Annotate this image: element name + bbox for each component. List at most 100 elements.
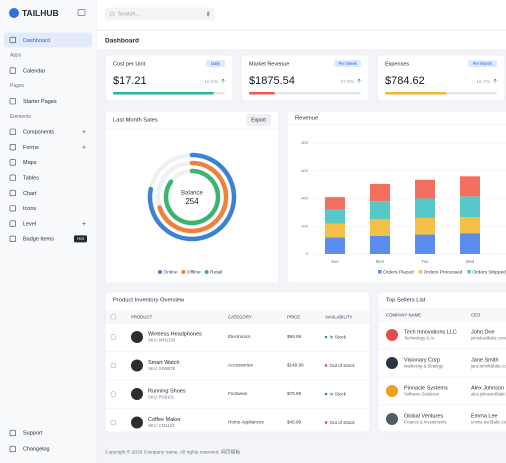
- legend-label: Offline: [187, 270, 201, 276]
- status-dot: [324, 392, 328, 396]
- nav-footer-item[interactable]: Changelog: [23, 446, 50, 452]
- card-change: 27.5%: [340, 79, 354, 85]
- product-image: [131, 416, 143, 429]
- card-title: Product Inventory Overview: [113, 298, 185, 304]
- card-title: Market Revenue: [249, 61, 289, 67]
- nav-item[interactable]: Maps: [23, 160, 37, 166]
- table-header: [378, 308, 506, 322]
- progress-track: [249, 92, 361, 95]
- sidebar-toggle[interactable]: [77, 9, 86, 16]
- checkbox: [110, 314, 116, 320]
- product-category: Electronics: [228, 334, 251, 339]
- product-category: Accessories: [228, 363, 253, 368]
- page-title: Dashboard: [105, 38, 139, 45]
- nav-item[interactable]: Components: [23, 130, 54, 136]
- status-dot: [324, 364, 328, 367]
- ceo-name: Emma Lee: [471, 413, 498, 419]
- y-tick-label: 400: [301, 196, 308, 201]
- card-change: 16.7%: [476, 79, 490, 85]
- x-tick-label: Tue: [421, 259, 429, 264]
- checkbox[interactable]: [110, 363, 116, 369]
- bar-segment: [415, 179, 435, 199]
- subheader: [97, 31, 506, 50]
- card-title: Revenue: [295, 116, 318, 122]
- nav-icon: [9, 159, 16, 166]
- column-header: PRICE: [287, 314, 300, 319]
- nav-item[interactable]: Icons: [23, 206, 36, 212]
- ring-arc: [157, 160, 229, 234]
- period-badge: [467, 60, 497, 67]
- mic-icon: [207, 11, 210, 17]
- table-header: [105, 310, 370, 324]
- status-dot: [324, 335, 328, 339]
- legend-dot: [204, 270, 209, 274]
- nav-heading: Elements: [10, 114, 31, 120]
- checkbox[interactable]: [110, 391, 116, 397]
- nav-footer-item[interactable]: Support: [23, 430, 43, 436]
- nav-icon: [9, 189, 16, 197]
- change-arrow: [493, 78, 496, 81]
- footer-text: Copyright © 2026 Company name. All right…: [105, 448, 240, 455]
- change-arrow: [221, 78, 224, 81]
- checkbox[interactable]: [110, 334, 116, 340]
- nav-icon: [9, 235, 16, 243]
- ceo-email: jane.smith@abc.com: [470, 364, 506, 369]
- column-header: CEO: [471, 312, 481, 317]
- nav-icon: [9, 445, 16, 453]
- nav-icon: [9, 174, 16, 181]
- column-header: AVAILABILITY: [325, 314, 353, 319]
- export-button[interactable]: [246, 114, 271, 126]
- product-name: Running Shoes: [148, 388, 186, 394]
- product-name: Smart Watch: [148, 360, 180, 366]
- company-name: Pinnacle Systems: [404, 385, 448, 391]
- bar-segment: [460, 196, 480, 218]
- product-price: $49.99: [287, 420, 301, 425]
- ring-arc: [147, 152, 237, 242]
- period-badge-text: Daily: [211, 61, 221, 66]
- nav-item[interactable]: Dashboard: [23, 38, 50, 44]
- company-sector: Software Solutions: [404, 392, 439, 397]
- y-tick-label: 800: [301, 140, 308, 145]
- bar-segment: [415, 198, 435, 218]
- period-badge: [206, 60, 225, 67]
- nav-icon: [9, 144, 16, 151]
- y-tick-label: 0: [306, 251, 309, 256]
- product-category: Home Appliances: [228, 420, 264, 425]
- export-label[interactable]: Export: [251, 118, 266, 124]
- company-logo: [386, 357, 398, 369]
- product-price: $99.99: [287, 334, 301, 339]
- nav-item[interactable]: Badge Items: [23, 237, 54, 243]
- period-badge-text: Per Month: [473, 61, 493, 66]
- nav-item[interactable]: Starter Pages: [23, 99, 57, 105]
- ceo-name: Jane Smith: [471, 357, 499, 363]
- nav-item[interactable]: Level: [23, 221, 36, 227]
- card-title: Top Sellers List: [386, 298, 426, 304]
- search-placeholder: Search...: [118, 12, 140, 18]
- center-label: Balance: [181, 191, 203, 197]
- y-tick-label: 600: [301, 168, 308, 173]
- nav-active: [4, 32, 92, 48]
- product-image: [131, 359, 143, 372]
- ceo-name: Alex Johnson: [471, 385, 504, 391]
- legend-label: Retail: [210, 270, 222, 276]
- checkbox[interactable]: [110, 420, 116, 426]
- company-sector: Finance & Investments: [404, 420, 447, 425]
- card-title: Last Month Sales: [113, 118, 158, 124]
- card: [104, 54, 234, 102]
- nav-item[interactable]: Tables: [23, 175, 39, 181]
- period-badge-text: Per Week: [338, 61, 357, 66]
- change-arrow: [358, 78, 361, 81]
- nav-item[interactable]: Calendar: [23, 68, 45, 74]
- search-box[interactable]: [105, 7, 215, 21]
- bar-segment: [325, 209, 345, 224]
- nav-item[interactable]: Chart: [23, 191, 37, 197]
- column-header: CATEGORY: [228, 314, 252, 319]
- company-logo: [386, 329, 398, 341]
- nav-item[interactable]: Forms: [23, 145, 39, 151]
- product-sku: SKU: SW5678: [148, 366, 176, 371]
- bar-segment: [370, 201, 390, 220]
- nav-badge-text: Hot: [77, 236, 84, 241]
- ceo-name: John Doe: [471, 329, 495, 335]
